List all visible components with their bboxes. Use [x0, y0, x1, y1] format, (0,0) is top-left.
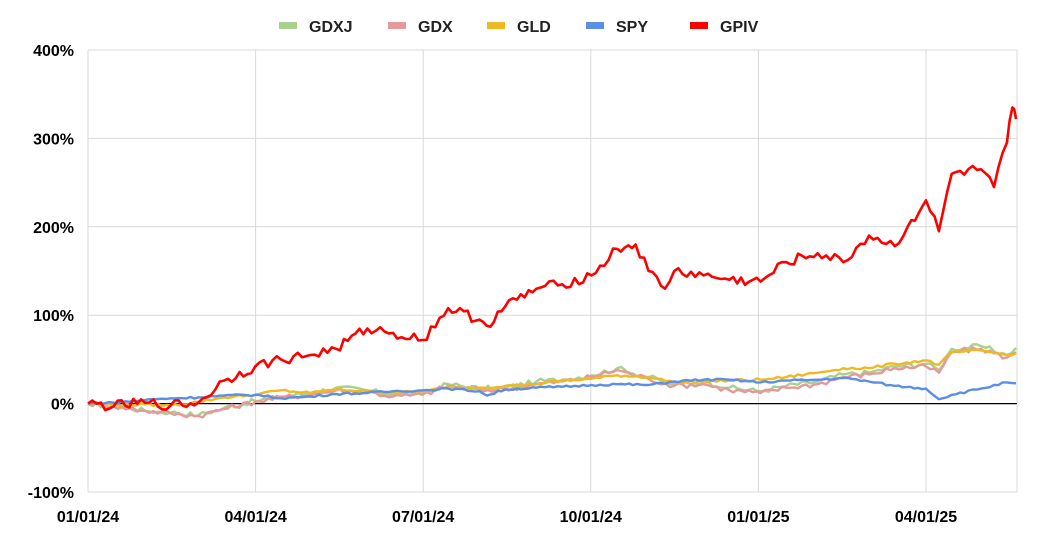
- series-line-gpiv: [87, 106, 1018, 412]
- x-tick-label: 07/01/24: [392, 509, 454, 526]
- legend-label-gpiv: GPIV: [720, 19, 759, 36]
- y-tick-label: 300%: [33, 131, 74, 148]
- legend-swatch-gpiv: [690, 22, 708, 29]
- y-tick-label: 100%: [33, 308, 74, 325]
- chart-gridlines: [87, 49, 1018, 493]
- series-line-spy: [87, 376, 1017, 406]
- legend-label-gdxj: GDXJ: [309, 19, 353, 36]
- x-tick-label: 10/01/24: [560, 509, 622, 526]
- x-axis-ticks: 01/01/24 04/01/24 07/01/24 10/01/24 01/01/25…: [57, 509, 957, 526]
- legend-label-spy: SPY: [616, 19, 648, 36]
- chart-series: [87, 106, 1018, 419]
- x-tick-label: 01/01/24: [57, 509, 119, 526]
- x-tick-label: 01/01/25: [727, 509, 789, 526]
- y-axis-ticks: -100% 0% 100% 200% 300% 400%: [28, 43, 74, 502]
- legend-swatch-spy: [586, 22, 604, 29]
- legend-label-gdx: GDX: [418, 19, 453, 36]
- legend-label-gld: GLD: [517, 19, 551, 36]
- y-tick-label: 0%: [51, 397, 74, 414]
- legend-swatch-gdxj: [279, 22, 297, 29]
- x-tick-label: 04/01/25: [895, 509, 957, 526]
- y-tick-label: 400%: [33, 43, 74, 60]
- y-tick-label: 200%: [33, 220, 74, 237]
- legend-swatch-gdx: [388, 22, 406, 29]
- y-tick-label: -100%: [28, 485, 74, 502]
- legend-swatch-gld: [487, 22, 505, 29]
- x-tick-label: 04/01/24: [224, 509, 286, 526]
- chart-legend: GDXJ GDX GLD SPY GPIV: [279, 19, 759, 36]
